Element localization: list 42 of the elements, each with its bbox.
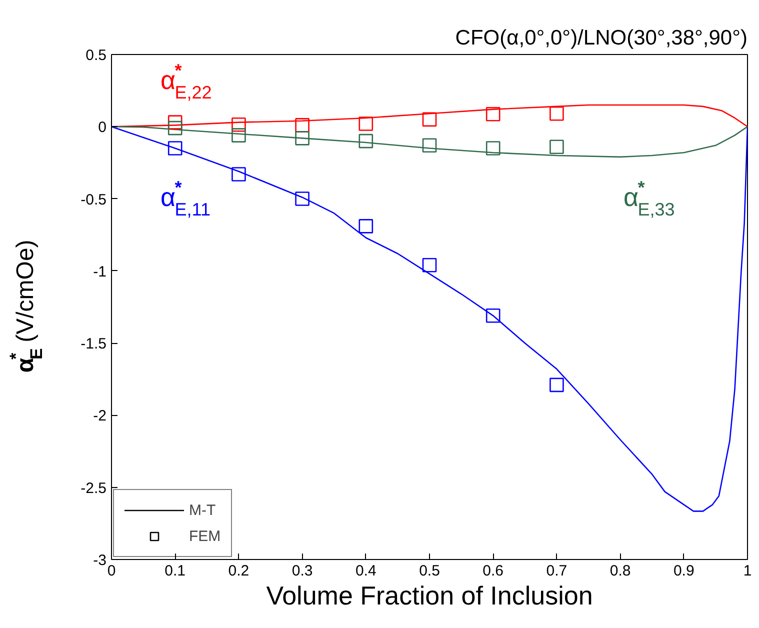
point — [358, 116, 374, 131]
y-tick-label: 0.5 — [86, 47, 107, 64]
x-tick-label: 0.2 — [228, 562, 250, 580]
point — [550, 106, 564, 121]
x-tick-label: 0.3 — [292, 562, 313, 580]
point — [422, 258, 437, 272]
x-axis-title: Volume Fraction of Inclusion — [266, 580, 593, 610]
point — [232, 128, 246, 142]
point — [168, 141, 182, 156]
y-tick-label: 0 — [98, 119, 106, 136]
point — [168, 120, 182, 136]
point — [295, 192, 310, 206]
point — [295, 131, 310, 146]
x-tick-label: 0.8 — [610, 562, 631, 580]
point — [486, 308, 500, 323]
chart-title: CFO(α,0°,0°)/LNO(30°,38°,90°) — [455, 26, 748, 50]
x-tick-label: 0.4 — [355, 562, 376, 580]
x-tick-label: 0.7 — [546, 562, 568, 580]
x-tick-label: 0.5 — [419, 562, 440, 580]
point — [358, 134, 374, 148]
point — [358, 219, 374, 234]
point — [422, 138, 437, 153]
x-tick-label: 0.6 — [482, 562, 504, 580]
point — [232, 167, 246, 182]
point — [550, 378, 564, 392]
legend-label: FEM — [189, 528, 221, 544]
y-tick-label: -2.5 — [80, 480, 107, 497]
legend-label: M-T — [189, 502, 216, 518]
x-tick-label: 1 — [743, 562, 752, 580]
y-tick-label: -0.5 — [80, 191, 107, 208]
point — [550, 140, 564, 154]
point — [422, 112, 437, 127]
point — [486, 141, 500, 156]
x-tick-label: 0.9 — [673, 562, 694, 580]
y-tick-label: -3 — [93, 552, 107, 569]
point — [486, 106, 500, 122]
y-axis-title: α*E (V/cmOe) — [6, 240, 46, 373]
point — [232, 117, 246, 132]
y-tick-label: -1 — [93, 263, 107, 280]
x-tick-label: 0.1 — [164, 562, 186, 580]
y-tick-label: -2 — [93, 408, 107, 425]
y-tick-label: -1.5 — [80, 336, 107, 353]
